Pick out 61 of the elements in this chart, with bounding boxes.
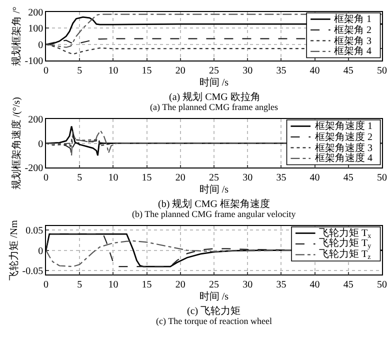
y-tick-label: 100 [28,24,44,35]
y-tick-label: -100 [24,56,44,68]
x-tick-label: 25 [209,172,219,184]
y-axis-title: 飞轮力矩 /Nm [8,220,20,280]
x-tick-label: 50 [377,66,387,77]
y-tick-label: -200 [24,163,44,174]
x-tick-label: 50 [377,280,387,291]
x-tick-label: 15 [142,280,152,291]
y-tick-label: 0.05 [26,225,44,236]
y-tick-label: 0 [38,138,44,150]
legend-label: 框架角速度 3 [315,142,372,154]
text: (b) 规划 CMG 框架角速度 [158,198,270,210]
y-axis-title: 规划框架角 /° [10,6,23,66]
x-tick-label: 40 [310,66,320,77]
x-tick-label: 30 [242,66,253,77]
y-tick-label: 200 [28,7,44,18]
x-tick-label: 40 [310,280,320,291]
x-tick-label: 45 [343,280,354,291]
y-axis-title: 规划框架角速度 /(°/s) [10,96,23,190]
x-tick-label: 35 [276,280,286,291]
x-tick-label: 10 [108,280,118,291]
y-tick-label: -0.05 [22,266,44,278]
legend-label: 飞轮力矩 T$_{z}$ [319,248,371,262]
text: (c) 飞轮力矩 [187,305,241,317]
x-tick-label: 15 [142,172,152,184]
text: (a) 规划 CMG 欧拉角 [169,91,260,103]
legend-label: 框架角 2 [334,24,372,36]
text: (b) The planned CMG frame angular velocity [132,209,296,219]
legend-label: 框架角速度 2 [315,131,372,143]
x-tick-label: 35 [276,66,286,77]
y-tick-label: 0 [38,246,44,257]
x-tick-label: 40 [310,172,320,184]
x-axis-title: 时间 /s [199,290,229,303]
x-axis-title: 时间 /s [199,76,229,89]
x-tick-label: 50 [377,172,387,184]
x-tick-label: 30 [242,172,253,184]
x-tick-label: 5 [77,66,82,77]
x-tick-label: 5 [77,280,82,291]
x-tick-label: 45 [343,66,354,77]
legend-label: 框架角 1 [334,13,372,25]
text: (c) The torque of reaction wheel [156,316,273,326]
x-tick-label: 20 [175,280,186,291]
legend-label: 框架角 3 [334,35,372,47]
legend-label: 框架角速度 1 [315,120,372,132]
text: (a) The planned CMG frame angles [150,102,279,112]
x-tick-label: 15 [142,66,152,77]
legend-label: 框架角速度 4 [315,152,372,164]
legend-label: 框架角 4 [334,45,372,57]
x-tick-label: 30 [242,280,253,291]
x-tick-label: 35 [276,172,286,184]
x-tick-label: 5 [77,172,82,184]
x-tick-label: 10 [108,66,118,77]
x-tick-label: 45 [343,172,354,184]
y-tick-label: 0 [38,40,44,51]
x-tick-label: 20 [175,172,186,184]
x-axis-title: 时间 /s [199,184,229,196]
x-tick-label: 20 [175,66,186,77]
x-tick-label: 25 [209,280,219,291]
x-tick-label: 10 [108,172,118,184]
y-tick-label: 200 [28,114,44,126]
x-tick-label: 25 [209,66,219,77]
